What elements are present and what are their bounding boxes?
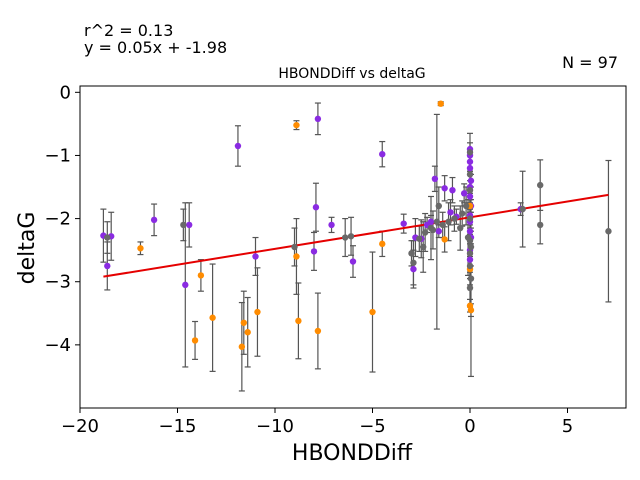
data-point (449, 186, 456, 194)
data-point (466, 149, 474, 156)
sample-count-annotation: N = 97 (562, 53, 618, 72)
y-tick-label: 0 (60, 82, 71, 103)
data-point (466, 256, 474, 263)
data-point (293, 253, 300, 260)
data-point (180, 221, 187, 229)
data-point (437, 100, 444, 107)
data-point (466, 158, 474, 165)
data-point (342, 234, 349, 241)
x-tick-label: −15 (159, 416, 197, 437)
data-point (314, 327, 322, 335)
data-point (466, 193, 474, 200)
data-point (291, 243, 298, 251)
data-point (464, 234, 472, 241)
data-point (295, 317, 302, 325)
data-point (254, 308, 261, 316)
data-point (137, 245, 144, 252)
data-point (150, 216, 158, 224)
axes-frame (79, 85, 627, 409)
x-tick-label: −10 (256, 416, 294, 437)
data-point (416, 235, 423, 242)
data-point (328, 221, 335, 229)
data-point (537, 181, 544, 189)
data-point (466, 164, 474, 172)
data-point (410, 265, 417, 273)
y-tick-label: −4 (44, 335, 71, 356)
data-point (186, 221, 193, 229)
chart-title: HBONDDiff vs deltaG (278, 66, 425, 82)
data-point (349, 258, 357, 265)
data-point (460, 190, 468, 197)
data-point (427, 218, 435, 225)
data-point (457, 224, 464, 232)
data-point (191, 337, 199, 344)
data-point (467, 177, 475, 184)
r-squared-annotation: r^2 = 0.13 (84, 21, 173, 40)
data-point (431, 175, 439, 183)
data-point (238, 343, 246, 350)
data-point (234, 142, 242, 150)
data-point (209, 314, 216, 321)
data-point (182, 281, 189, 289)
data-point (459, 210, 466, 217)
data-point (312, 204, 320, 211)
data-point (420, 243, 427, 251)
fit-equation-annotation: y = 0.05x + -1.98 (84, 38, 227, 57)
data-point (467, 275, 475, 282)
data-point (466, 228, 474, 235)
data-point (441, 236, 448, 243)
data-point (252, 253, 259, 260)
data-point (244, 329, 251, 336)
data-point (104, 262, 111, 270)
data-point (605, 228, 612, 235)
data-point (104, 234, 111, 241)
data-point (197, 272, 205, 279)
regression-line (103, 193, 609, 278)
data-point (240, 319, 247, 326)
data-point (537, 221, 544, 229)
data-point (462, 202, 470, 210)
data-point (467, 306, 475, 314)
data-point (369, 308, 376, 316)
data-point (466, 262, 474, 270)
data-point (293, 121, 300, 129)
data-point (445, 218, 452, 225)
x-tick-label: 0 (464, 416, 475, 437)
x-axis-label: HBONDDiff (292, 441, 413, 466)
data-point (467, 243, 475, 251)
data-point (314, 115, 322, 123)
y-tick-label: −1 (44, 145, 71, 166)
y-axis-label: deltaG (15, 212, 40, 285)
data-point (447, 209, 454, 216)
data-point (466, 250, 474, 257)
x-tick-label: −5 (359, 416, 386, 437)
data-point (466, 171, 474, 178)
data-point (421, 229, 429, 236)
x-tick-label: −20 (61, 416, 99, 437)
data-point (379, 150, 386, 158)
x-tick-label: 5 (562, 416, 573, 437)
data-point (310, 248, 318, 255)
data-point (439, 221, 446, 229)
data-point (466, 284, 474, 292)
data-point (435, 202, 442, 210)
data-point (408, 250, 415, 257)
plot-area (100, 100, 612, 392)
data-point (466, 215, 474, 222)
data-point (379, 240, 386, 248)
y-tick-label: −3 (44, 272, 71, 293)
data-point (429, 226, 437, 234)
data-point (435, 228, 442, 235)
axis-ticks: −20 −15 −10 −5 0 5 0 −1 −2 −3 −4 (44, 82, 573, 437)
data-point (400, 220, 407, 227)
data-point (410, 259, 417, 266)
y-tick-label: −2 (44, 209, 71, 230)
data-point (466, 186, 474, 194)
data-point (433, 218, 441, 225)
data-point (519, 205, 526, 213)
data-point (347, 233, 355, 240)
data-point (441, 185, 448, 192)
data-point (451, 215, 458, 222)
